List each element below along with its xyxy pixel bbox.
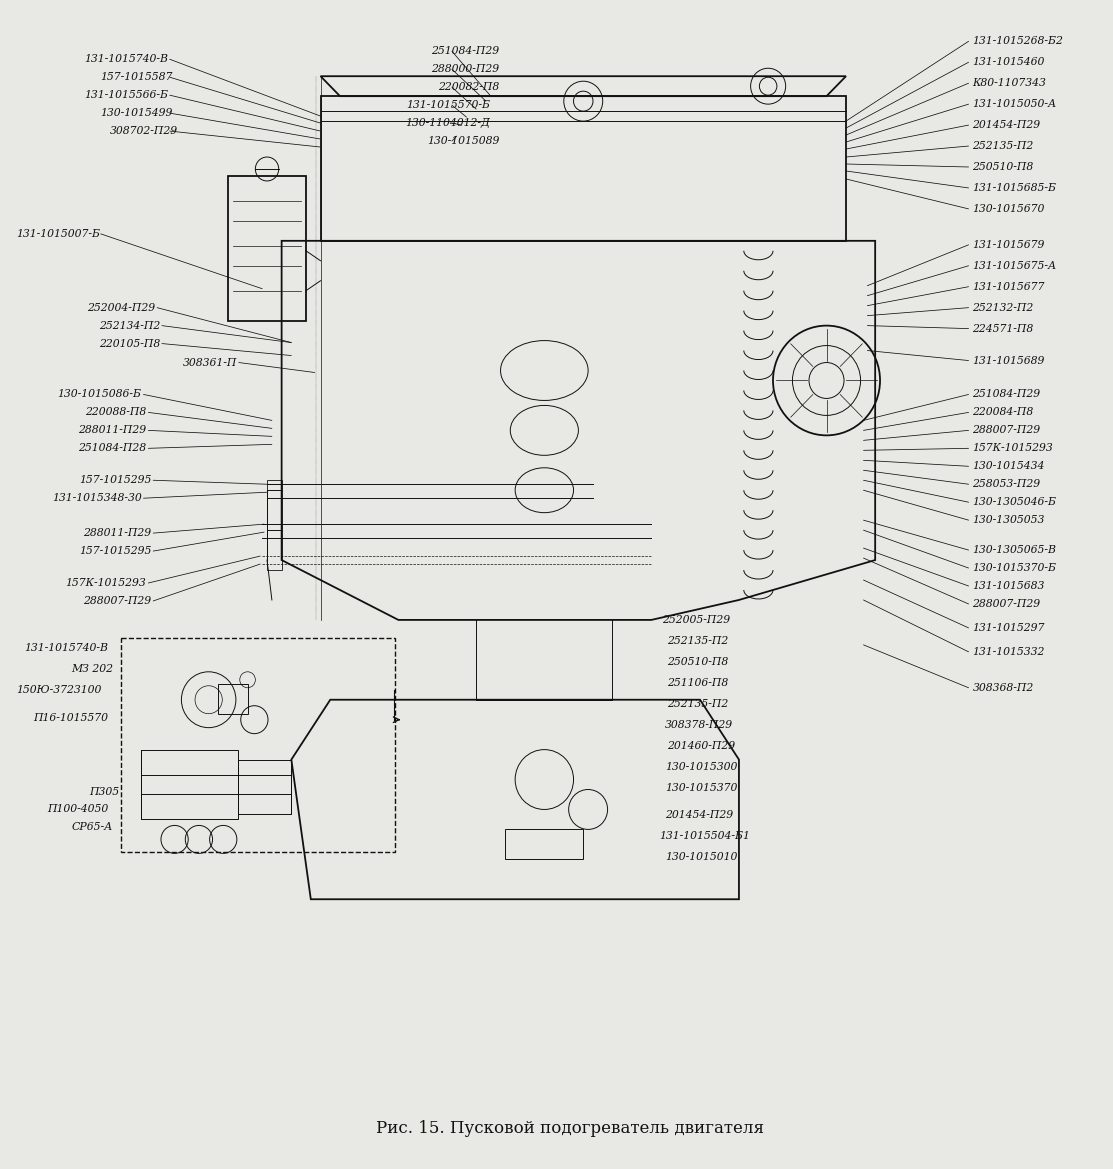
Text: 157К-1015293: 157К-1015293 [973, 443, 1053, 454]
Text: 157-1015295: 157-1015295 [79, 476, 151, 485]
Text: 130-1015434: 130-1015434 [973, 462, 1045, 471]
Text: 131-1015677: 131-1015677 [973, 282, 1045, 292]
Bar [218, 684, 247, 714]
Text: 130-1015300: 130-1015300 [664, 761, 738, 772]
Text: 130-1104012-Д: 130-1104012-Д [405, 118, 490, 129]
Bar [121, 638, 395, 852]
Text: 251084-П28: 251084-П28 [78, 443, 147, 454]
Text: 131-1015297: 131-1015297 [973, 623, 1045, 632]
Text: 131-1015685-Б: 131-1015685-Б [973, 182, 1056, 193]
Text: 201460-П29: 201460-П29 [667, 741, 735, 750]
Text: 308368-П2: 308368-П2 [973, 683, 1034, 693]
Text: 308378-П29: 308378-П29 [664, 720, 733, 729]
Text: 288000-П29: 288000-П29 [432, 64, 500, 74]
Text: 288007-П29: 288007-П29 [83, 596, 151, 606]
Text: 131-1015007-Б: 131-1015007-Б [17, 229, 100, 238]
Text: 130-1015370-Б: 130-1015370-Б [973, 563, 1056, 573]
Text: 308361-П: 308361-П [183, 358, 237, 367]
Text: 131-1015348-30: 131-1015348-30 [52, 493, 141, 503]
Text: 220082-П8: 220082-П8 [439, 82, 500, 92]
Text: 250510-П8: 250510-П8 [973, 162, 1034, 172]
Text: 130-1015010: 130-1015010 [664, 852, 738, 863]
Text: 130-1015370: 130-1015370 [664, 782, 738, 793]
Text: 201454-П29: 201454-П29 [664, 810, 733, 821]
Bar [228, 177, 306, 320]
Text: 131-1015504-Б1: 131-1015504-Б1 [659, 831, 750, 842]
Text: 131-1015566-Б: 131-1015566-Б [83, 90, 168, 101]
Text: 252005-П29: 252005-П29 [662, 615, 730, 625]
Text: 131-1015675-А: 131-1015675-А [973, 261, 1056, 271]
Text: 308702-П29: 308702-П29 [109, 126, 177, 136]
Text: 201454-П29: 201454-П29 [973, 120, 1041, 130]
Text: 130-1015089: 130-1015089 [427, 136, 500, 146]
Text: 131-1015460: 131-1015460 [973, 57, 1045, 68]
Bar [267, 480, 282, 570]
Text: 252132-П2: 252132-П2 [973, 303, 1034, 312]
Text: 157К-1015293: 157К-1015293 [66, 577, 147, 588]
Bar [505, 830, 583, 859]
Text: 251084-П29: 251084-П29 [973, 389, 1041, 400]
Text: 252135-П2: 252135-П2 [667, 699, 728, 708]
Text: 224571-П8: 224571-П8 [973, 324, 1034, 333]
Text: 130-1305053: 130-1305053 [973, 516, 1045, 525]
Text: П305: П305 [89, 787, 119, 796]
Bar [140, 749, 238, 819]
Text: 131-1015679: 131-1015679 [973, 240, 1045, 250]
Text: СР65-А: СР65-А [72, 823, 114, 832]
Text: 131-1015740-В: 131-1015740-В [24, 643, 108, 652]
Text: 131-1015268-Б2: 131-1015268-Б2 [973, 36, 1063, 47]
Text: 288011-П29: 288011-П29 [78, 426, 147, 435]
Text: 157-1015587: 157-1015587 [100, 72, 173, 82]
Text: 131-1015683: 131-1015683 [973, 581, 1045, 592]
Text: 252004-П29: 252004-П29 [87, 303, 155, 312]
Bar [238, 760, 292, 815]
Text: 252134-П2: 252134-П2 [99, 320, 160, 331]
Text: К80-1107343: К80-1107343 [973, 78, 1046, 88]
Text: Рис. 15. Пусковой подогреватель двигателя: Рис. 15. Пусковой подогреватель двигател… [375, 1120, 764, 1137]
Text: 288007-П29: 288007-П29 [973, 599, 1041, 609]
Text: 220088-П8: 220088-П8 [85, 408, 147, 417]
Text: 250510-П8: 250510-П8 [667, 657, 728, 666]
Text: 130-1305046-Б: 130-1305046-Б [973, 497, 1056, 507]
Text: 131-1015050-А: 131-1015050-А [973, 99, 1056, 109]
Text: 130-1015499: 130-1015499 [100, 108, 173, 118]
Text: 288007-П29: 288007-П29 [973, 426, 1041, 435]
Text: 131-1015570-Б: 131-1015570-Б [406, 101, 490, 110]
Text: 130-1015670: 130-1015670 [973, 203, 1045, 214]
Text: 252135-П2: 252135-П2 [973, 141, 1034, 151]
Text: 150Ю-3723100: 150Ю-3723100 [17, 685, 101, 694]
Text: 131-1015740-В: 131-1015740-В [83, 54, 168, 64]
Text: 251106-П8: 251106-П8 [667, 678, 728, 687]
Text: 130-1305065-В: 130-1305065-В [973, 545, 1056, 555]
Text: 220105-П8: 220105-П8 [99, 339, 160, 348]
Text: 252135-П2: 252135-П2 [667, 636, 728, 645]
Text: 220084-П8: 220084-П8 [973, 408, 1034, 417]
Text: 157-1015295: 157-1015295 [79, 546, 151, 556]
Text: 131-1015332: 131-1015332 [973, 646, 1045, 657]
Text: П16-1015570: П16-1015570 [33, 713, 108, 722]
Text: 251084-П29: 251084-П29 [432, 47, 500, 56]
Text: 258053-П29: 258053-П29 [973, 479, 1041, 490]
Text: П100-4050: П100-4050 [47, 804, 108, 815]
Text: 288011-П29: 288011-П29 [83, 528, 151, 538]
Text: МЗ 202: МЗ 202 [71, 664, 114, 673]
Text: 130-1015086-Б: 130-1015086-Б [58, 389, 141, 400]
Text: 131-1015689: 131-1015689 [973, 355, 1045, 366]
